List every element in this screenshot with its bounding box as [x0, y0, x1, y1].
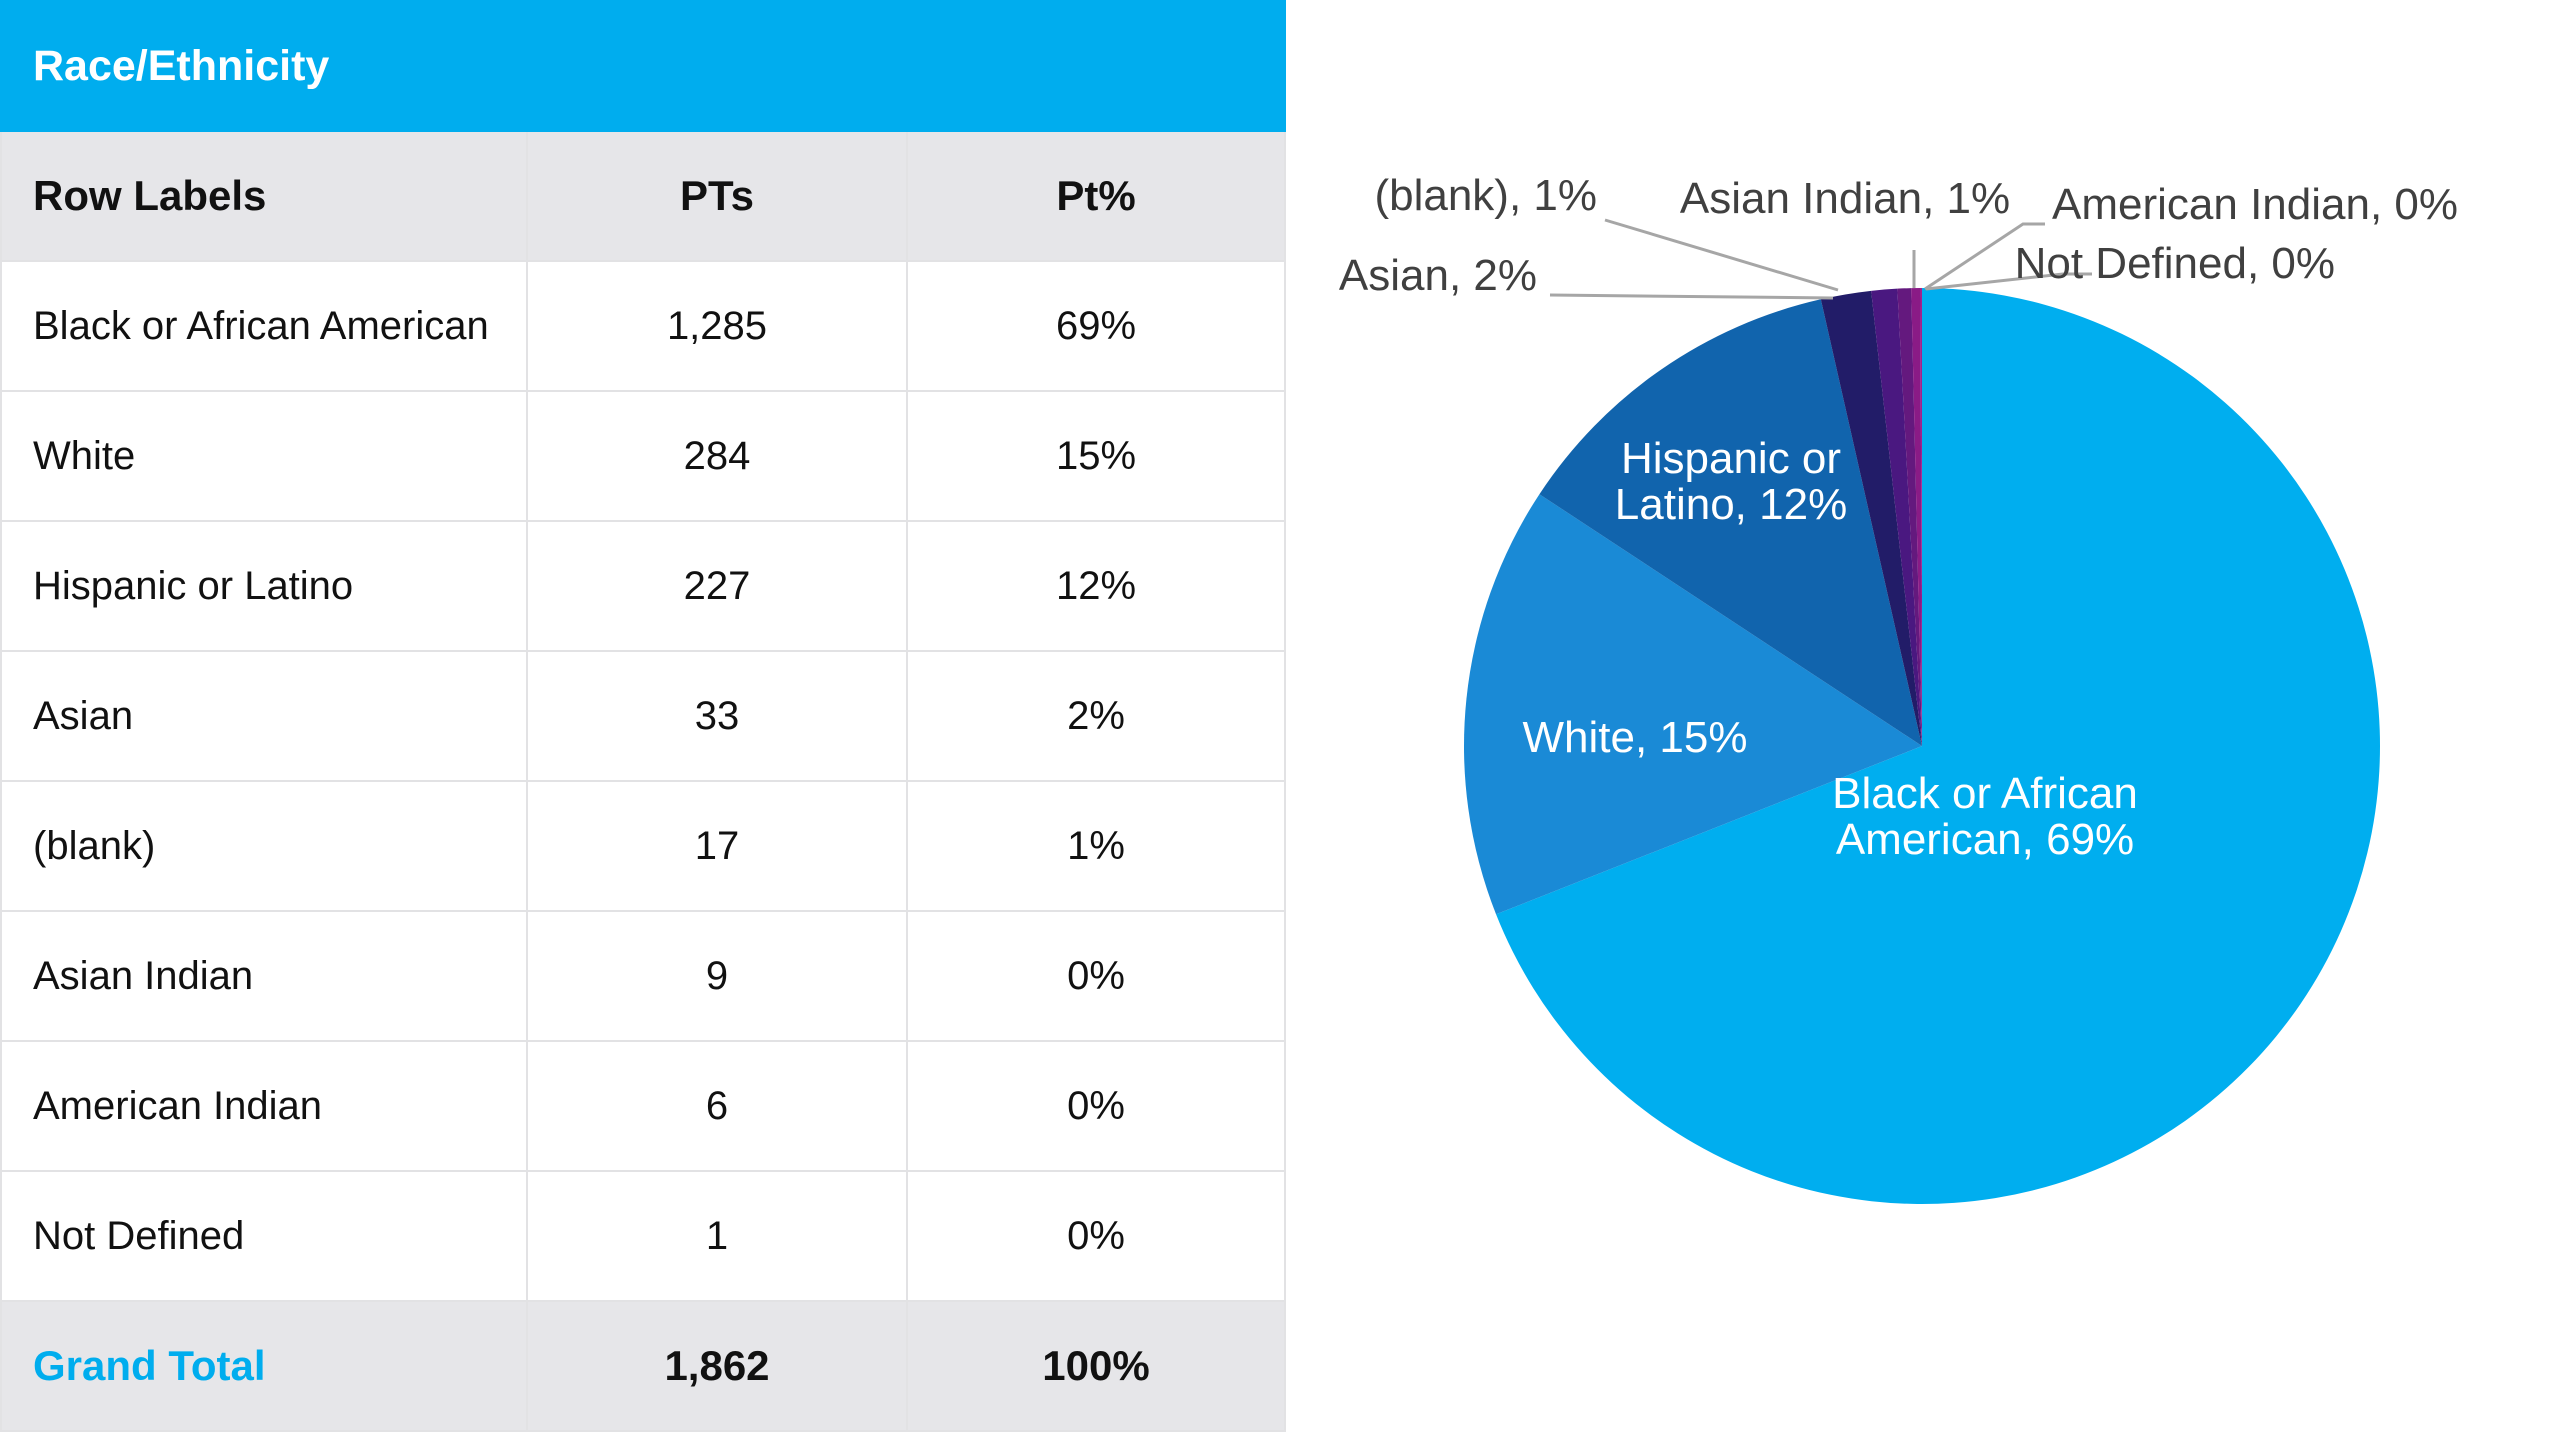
row-label: Hispanic or Latino — [0, 520, 528, 652]
row-label: White — [0, 390, 528, 522]
row-label: Asian — [0, 650, 528, 782]
table-row: Not Defined 1 0% — [0, 1170, 1287, 1302]
row-label: American Indian — [0, 1040, 528, 1172]
label-not-defined-line-1: Not Defined, 0% — [2015, 239, 2335, 288]
race-ethnicity-pie-chart: Black or African American, 69% White, 15% H… — [1339, 171, 2458, 1204]
table-row: American Indian 6 0% — [0, 1040, 1287, 1172]
label-black-or-african-american: Black or African American, 69% — [1832, 769, 2138, 864]
grand-total-row: Grand Total 1,862 100% — [0, 1300, 1287, 1432]
label-american-indian-line-1: American Indian, 0% — [2052, 180, 2458, 229]
grand-total-pts: 1,862 — [526, 1300, 908, 1432]
table-row: White 284 15% — [0, 390, 1287, 522]
row-label: Asian Indian — [0, 910, 528, 1042]
pie-slice-asian — [1820, 290, 1922, 746]
row-pct: 15% — [905, 390, 1287, 522]
data-labels: Black or African American, 69% White, 15% H… — [1339, 171, 2458, 864]
label-white-line-1: White, 15% — [1523, 713, 1748, 762]
pie-slice-white — [1464, 494, 1922, 915]
row-label: Not Defined — [0, 1170, 528, 1302]
label-blank: (blank), 1% — [1374, 171, 1597, 220]
row-label: (blank) — [0, 780, 528, 912]
header-row-labels: Row Labels — [0, 130, 528, 262]
leader-line-not-defined — [1925, 272, 2092, 291]
row-pts: 1 — [526, 1170, 908, 1302]
grand-total-pct: 100% — [905, 1300, 1287, 1432]
row-pct: 2% — [905, 650, 1287, 782]
race-ethnicity-table: Race/Ethnicity Row Labels PTs Pt% Black … — [0, 0, 1287, 1432]
pie-slice-american-indian — [1911, 288, 1922, 746]
row-pts: 33 — [526, 650, 908, 782]
row-pct: 0% — [905, 1040, 1287, 1172]
row-pts: 284 — [526, 390, 908, 522]
header-pts: PTs — [526, 130, 908, 262]
leader-line-american-indian — [1924, 222, 2045, 291]
pie-slice-black-or-african-american — [1496, 288, 2380, 1204]
row-pct: 0% — [905, 1170, 1287, 1302]
label-asian: Asian, 2% — [1339, 251, 1537, 300]
label-asian-indian-line-1: Asian Indian, 1% — [1680, 174, 2010, 223]
label-asian-indian: Asian Indian, 1% — [1680, 174, 2010, 223]
row-pts: 1,285 — [526, 260, 908, 392]
grand-total-label: Grand Total — [0, 1300, 528, 1432]
label-hispanic-or-latino-line-2: Latino, 12% — [1615, 480, 1847, 529]
row-pct: 69% — [905, 260, 1287, 392]
table-row: Asian Indian 9 0% — [0, 910, 1287, 1042]
row-pct: 1% — [905, 780, 1287, 912]
pie-slice-asian-indian — [1897, 288, 1922, 746]
pie-slices — [1464, 288, 2380, 1204]
label-white: White, 15% — [1523, 713, 1748, 762]
row-label: Black or African American — [0, 260, 528, 392]
label-black-or-african-american-line-1: Black or African — [1832, 769, 2138, 818]
table-title: Race/Ethnicity — [0, 0, 1287, 132]
row-pts: 6 — [526, 1040, 908, 1172]
table-row: (blank) 17 1% — [0, 780, 1287, 912]
table-row: Black or African American 1,285 69% — [0, 260, 1287, 392]
table-row: Asian 33 2% — [0, 650, 1287, 782]
leader-lines — [1549, 218, 2092, 300]
header-pt-percent: Pt% — [905, 130, 1287, 262]
row-pts: 9 — [526, 910, 908, 1042]
pie-slice-blank — [1871, 288, 1922, 746]
row-pct: 0% — [905, 910, 1287, 1042]
pie-slice-hispanic-or-latino — [1539, 299, 1922, 746]
row-pts: 17 — [526, 780, 908, 912]
leader-line-blank — [1604, 218, 1839, 292]
leader-line-asian — [1549, 293, 1834, 300]
table-row: Hispanic or Latino 227 12% — [0, 520, 1287, 652]
row-pts: 227 — [526, 520, 908, 652]
pie-slice-not-defined — [1920, 288, 1922, 746]
label-blank-line-1: (blank), 1% — [1374, 171, 1597, 220]
label-hispanic-or-latino-line-1: Hispanic or — [1621, 434, 1841, 483]
race-ethnicity-table-panel: Race/Ethnicity Row Labels PTs Pt% Black … — [0, 0, 1287, 1432]
label-not-defined: Not Defined, 0% — [2015, 239, 2335, 288]
label-american-indian: American Indian, 0% — [2052, 180, 2458, 229]
label-hispanic-or-latino: Hispanic or Latino, 12% — [1615, 434, 1847, 529]
label-black-or-african-american-line-2: American, 69% — [1836, 815, 2134, 864]
label-asian-line-1: Asian, 2% — [1339, 251, 1537, 300]
row-pct: 12% — [905, 520, 1287, 652]
